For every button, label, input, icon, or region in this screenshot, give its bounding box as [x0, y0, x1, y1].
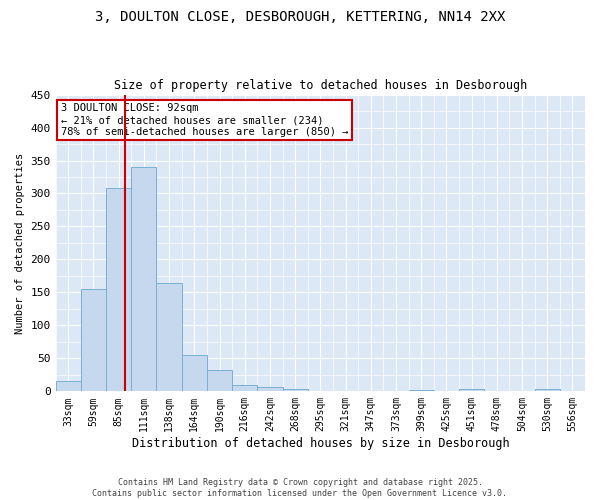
Y-axis label: Number of detached properties: Number of detached properties [15, 152, 25, 334]
Bar [308, 390, 333, 392]
Bar [182, 355, 207, 392]
Bar [459, 388, 484, 392]
Bar [283, 388, 308, 392]
Bar [257, 386, 283, 392]
Bar [106, 188, 131, 392]
Bar [409, 390, 434, 392]
Text: 3 DOULTON CLOSE: 92sqm
← 21% of detached houses are smaller (234)
78% of semi-de: 3 DOULTON CLOSE: 92sqm ← 21% of detached… [61, 104, 349, 136]
Bar [81, 289, 106, 392]
Bar [56, 382, 81, 392]
Text: 3, DOULTON CLOSE, DESBOROUGH, KETTERING, NN14 2XX: 3, DOULTON CLOSE, DESBOROUGH, KETTERING,… [95, 10, 505, 24]
X-axis label: Distribution of detached houses by size in Desborough: Distribution of detached houses by size … [131, 437, 509, 450]
Bar [131, 167, 157, 392]
Bar [207, 370, 232, 392]
Bar [535, 388, 560, 392]
Title: Size of property relative to detached houses in Desborough: Size of property relative to detached ho… [114, 79, 527, 92]
Bar [232, 384, 257, 392]
Bar [157, 282, 182, 392]
Text: Contains HM Land Registry data © Crown copyright and database right 2025.
Contai: Contains HM Land Registry data © Crown c… [92, 478, 508, 498]
